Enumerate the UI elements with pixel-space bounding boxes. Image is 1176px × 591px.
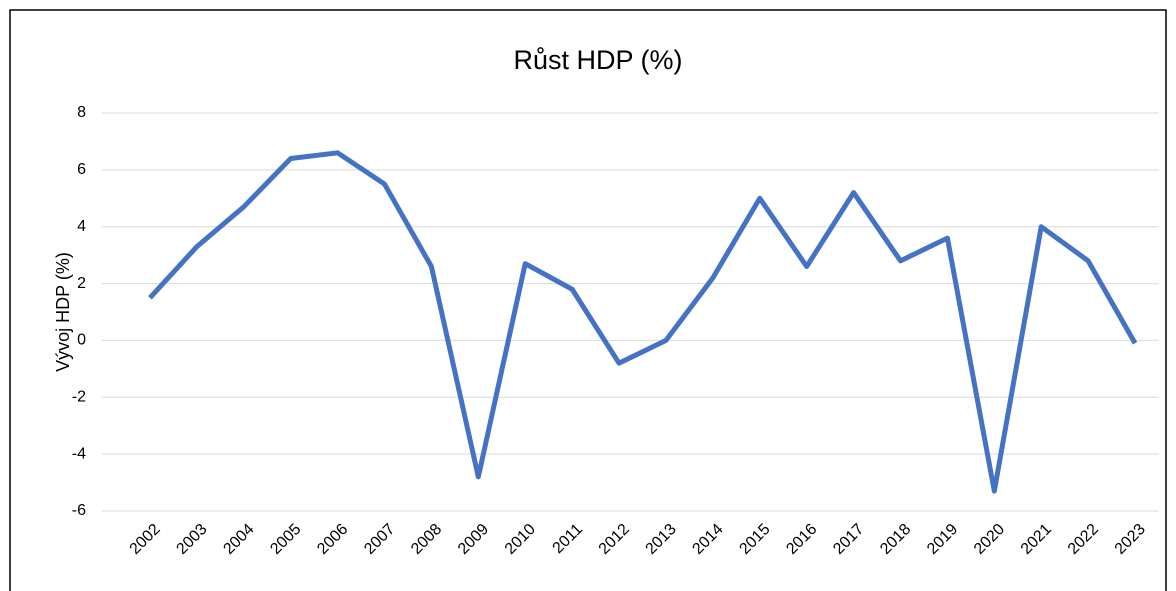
y-tick-label: 0 — [77, 332, 86, 349]
chart-frame — [9, 9, 1167, 591]
y-tick-label: -4 — [72, 445, 86, 462]
y-tick-label: 6 — [77, 161, 86, 178]
data-line — [148, 150, 1138, 494]
chart-title: Růst HDP (%) — [513, 45, 682, 75]
y-tick-label: 4 — [77, 218, 86, 235]
y-tick-label: -6 — [72, 502, 86, 519]
y-tick-label: 2 — [77, 275, 86, 292]
y-axis-label: Vývoj HDP (%) — [53, 252, 73, 372]
y-tick-label: 8 — [77, 104, 86, 121]
y-tick-label: -2 — [72, 389, 86, 406]
